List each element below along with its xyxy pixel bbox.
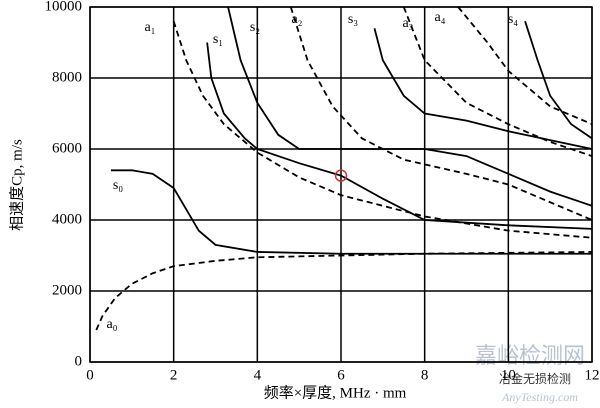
dispersion-curve	[227, 6, 593, 207]
curve-label: a₃	[402, 16, 413, 31]
curve-label: s₄	[508, 12, 518, 27]
curve-label: s₃	[348, 12, 358, 27]
curve-label: a₀	[106, 317, 117, 332]
curve-label: a₁	[144, 20, 155, 35]
watermark: 冶金无损检测	[499, 371, 571, 386]
dispersion-curve	[110, 169, 592, 255]
curve-label: a₂	[291, 12, 302, 27]
highlight-marker	[334, 169, 348, 182]
dispersion-curve	[402, 6, 593, 157]
curve-label: s₂	[250, 20, 260, 35]
x-tick-label: 2	[170, 367, 178, 383]
dispersion-curve	[95, 251, 593, 331]
x-tick-label: 8	[421, 367, 429, 383]
x-tick-label: 10	[501, 367, 516, 383]
y-tick-label: 8000	[52, 69, 82, 85]
dispersion-curve	[524, 20, 593, 140]
curve-label: s₁	[213, 32, 223, 47]
y-tick-label: 6000	[52, 140, 82, 156]
dispersion-curve	[457, 6, 593, 125]
x-tick-label: 6	[337, 367, 345, 383]
y-axis-label: 相速度Cp, m/s	[8, 139, 25, 231]
dispersion-curve	[373, 28, 593, 150]
x-axis-label: 频率×厚度, MHz · mm	[264, 384, 407, 401]
curve-label: s₀	[113, 178, 123, 193]
plot-frame	[89, 6, 593, 363]
y-tick-label: 10000	[45, 0, 83, 14]
x-tick-label: 12	[585, 367, 600, 383]
y-tick-label: 2000	[52, 282, 82, 298]
watermark: 嘉峪检测网	[475, 343, 585, 368]
x-tick-label: 0	[86, 367, 94, 383]
x-tick-label: 4	[254, 367, 262, 383]
watermark: AnyTesting.com	[501, 390, 578, 404]
y-tick-label: 4000	[52, 211, 82, 227]
curve-label: a₄	[434, 10, 445, 25]
dispersion-curve	[289, 6, 593, 221]
y-tick-label: 0	[75, 353, 83, 369]
dispersion-curve	[206, 42, 593, 230]
